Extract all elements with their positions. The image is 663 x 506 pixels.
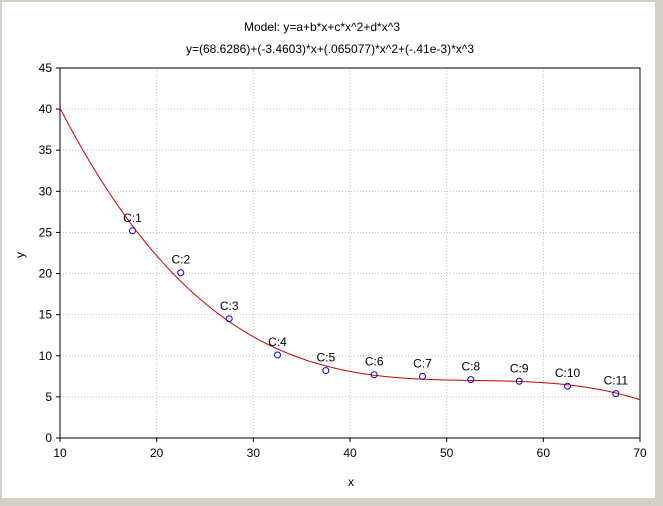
- plot-window: Model: y=a+b*x+c*x^2+d*x^3 y=(68.6286)+(…: [2, 2, 655, 498]
- y-tick-label: 45: [39, 61, 53, 75]
- point-label: C:8: [461, 360, 480, 374]
- data-point: [515, 377, 523, 385]
- point-label: C:7: [413, 356, 432, 370]
- x-tick-label: 70: [633, 446, 647, 460]
- data-point: [467, 376, 475, 384]
- data-point: [370, 371, 378, 379]
- point-label: C:4: [268, 335, 287, 349]
- data-point: [612, 390, 620, 398]
- data-point: [564, 382, 571, 390]
- y-tick-label: 35: [39, 143, 53, 157]
- y-tick-label: 0: [45, 431, 52, 445]
- fit-curve: [59, 107, 641, 401]
- y-axis-label: y: [13, 252, 27, 258]
- y-tick-label: 20: [39, 267, 53, 281]
- scatter-plot: Model: y=a+b*x+c*x^2+d*x^3 y=(68.6286)+(…: [13, 20, 647, 489]
- x-tick-label: 30: [247, 446, 261, 460]
- chart-title: Model: y=a+b*x+c*x^2+d*x^3: [244, 20, 400, 34]
- point-label: C:3: [220, 299, 239, 313]
- data-point: [129, 227, 136, 235]
- axis-ticks: 10 20 30 40 50 60 70 0 5 10 15 20 25 30 35 40 45: [39, 61, 647, 460]
- data-point: [177, 269, 185, 277]
- x-tick-label: 10: [53, 446, 67, 460]
- data-point: [322, 367, 330, 375]
- data-points: C:1 C:2 C:3 C:4 C:5 C:6 C:7 C:8 C:9 C:10 C:11: [123, 211, 629, 398]
- y-tick-label: 10: [39, 349, 53, 363]
- point-label: C:10: [555, 366, 581, 380]
- x-axis-label: x: [348, 475, 354, 489]
- point-label: C:1: [123, 211, 142, 225]
- point-label: C:11: [604, 374, 629, 388]
- data-point: [225, 315, 233, 323]
- y-tick-label: 40: [39, 102, 53, 116]
- x-tick-label: 60: [537, 446, 551, 460]
- x-tick-label: 40: [343, 446, 357, 460]
- chart-subtitle: y=(68.6286)+(-3.4603)*x+(.065077)*x^2+(-…: [186, 42, 474, 56]
- point-label: C:6: [365, 355, 384, 369]
- grid-lines: [60, 68, 640, 438]
- x-tick-label: 20: [150, 446, 164, 460]
- point-label: C:5: [316, 351, 335, 365]
- x-tick-label: 50: [440, 446, 454, 460]
- y-tick-label: 15: [39, 308, 53, 322]
- data-point: [419, 372, 426, 380]
- point-label: C:9: [510, 361, 529, 375]
- y-tick-label: 25: [39, 225, 53, 239]
- plot-frame: [59, 67, 641, 439]
- data-point: [274, 351, 281, 359]
- y-tick-label: 5: [45, 390, 52, 404]
- point-label: C:2: [171, 253, 190, 267]
- y-tick-label: 30: [39, 184, 53, 198]
